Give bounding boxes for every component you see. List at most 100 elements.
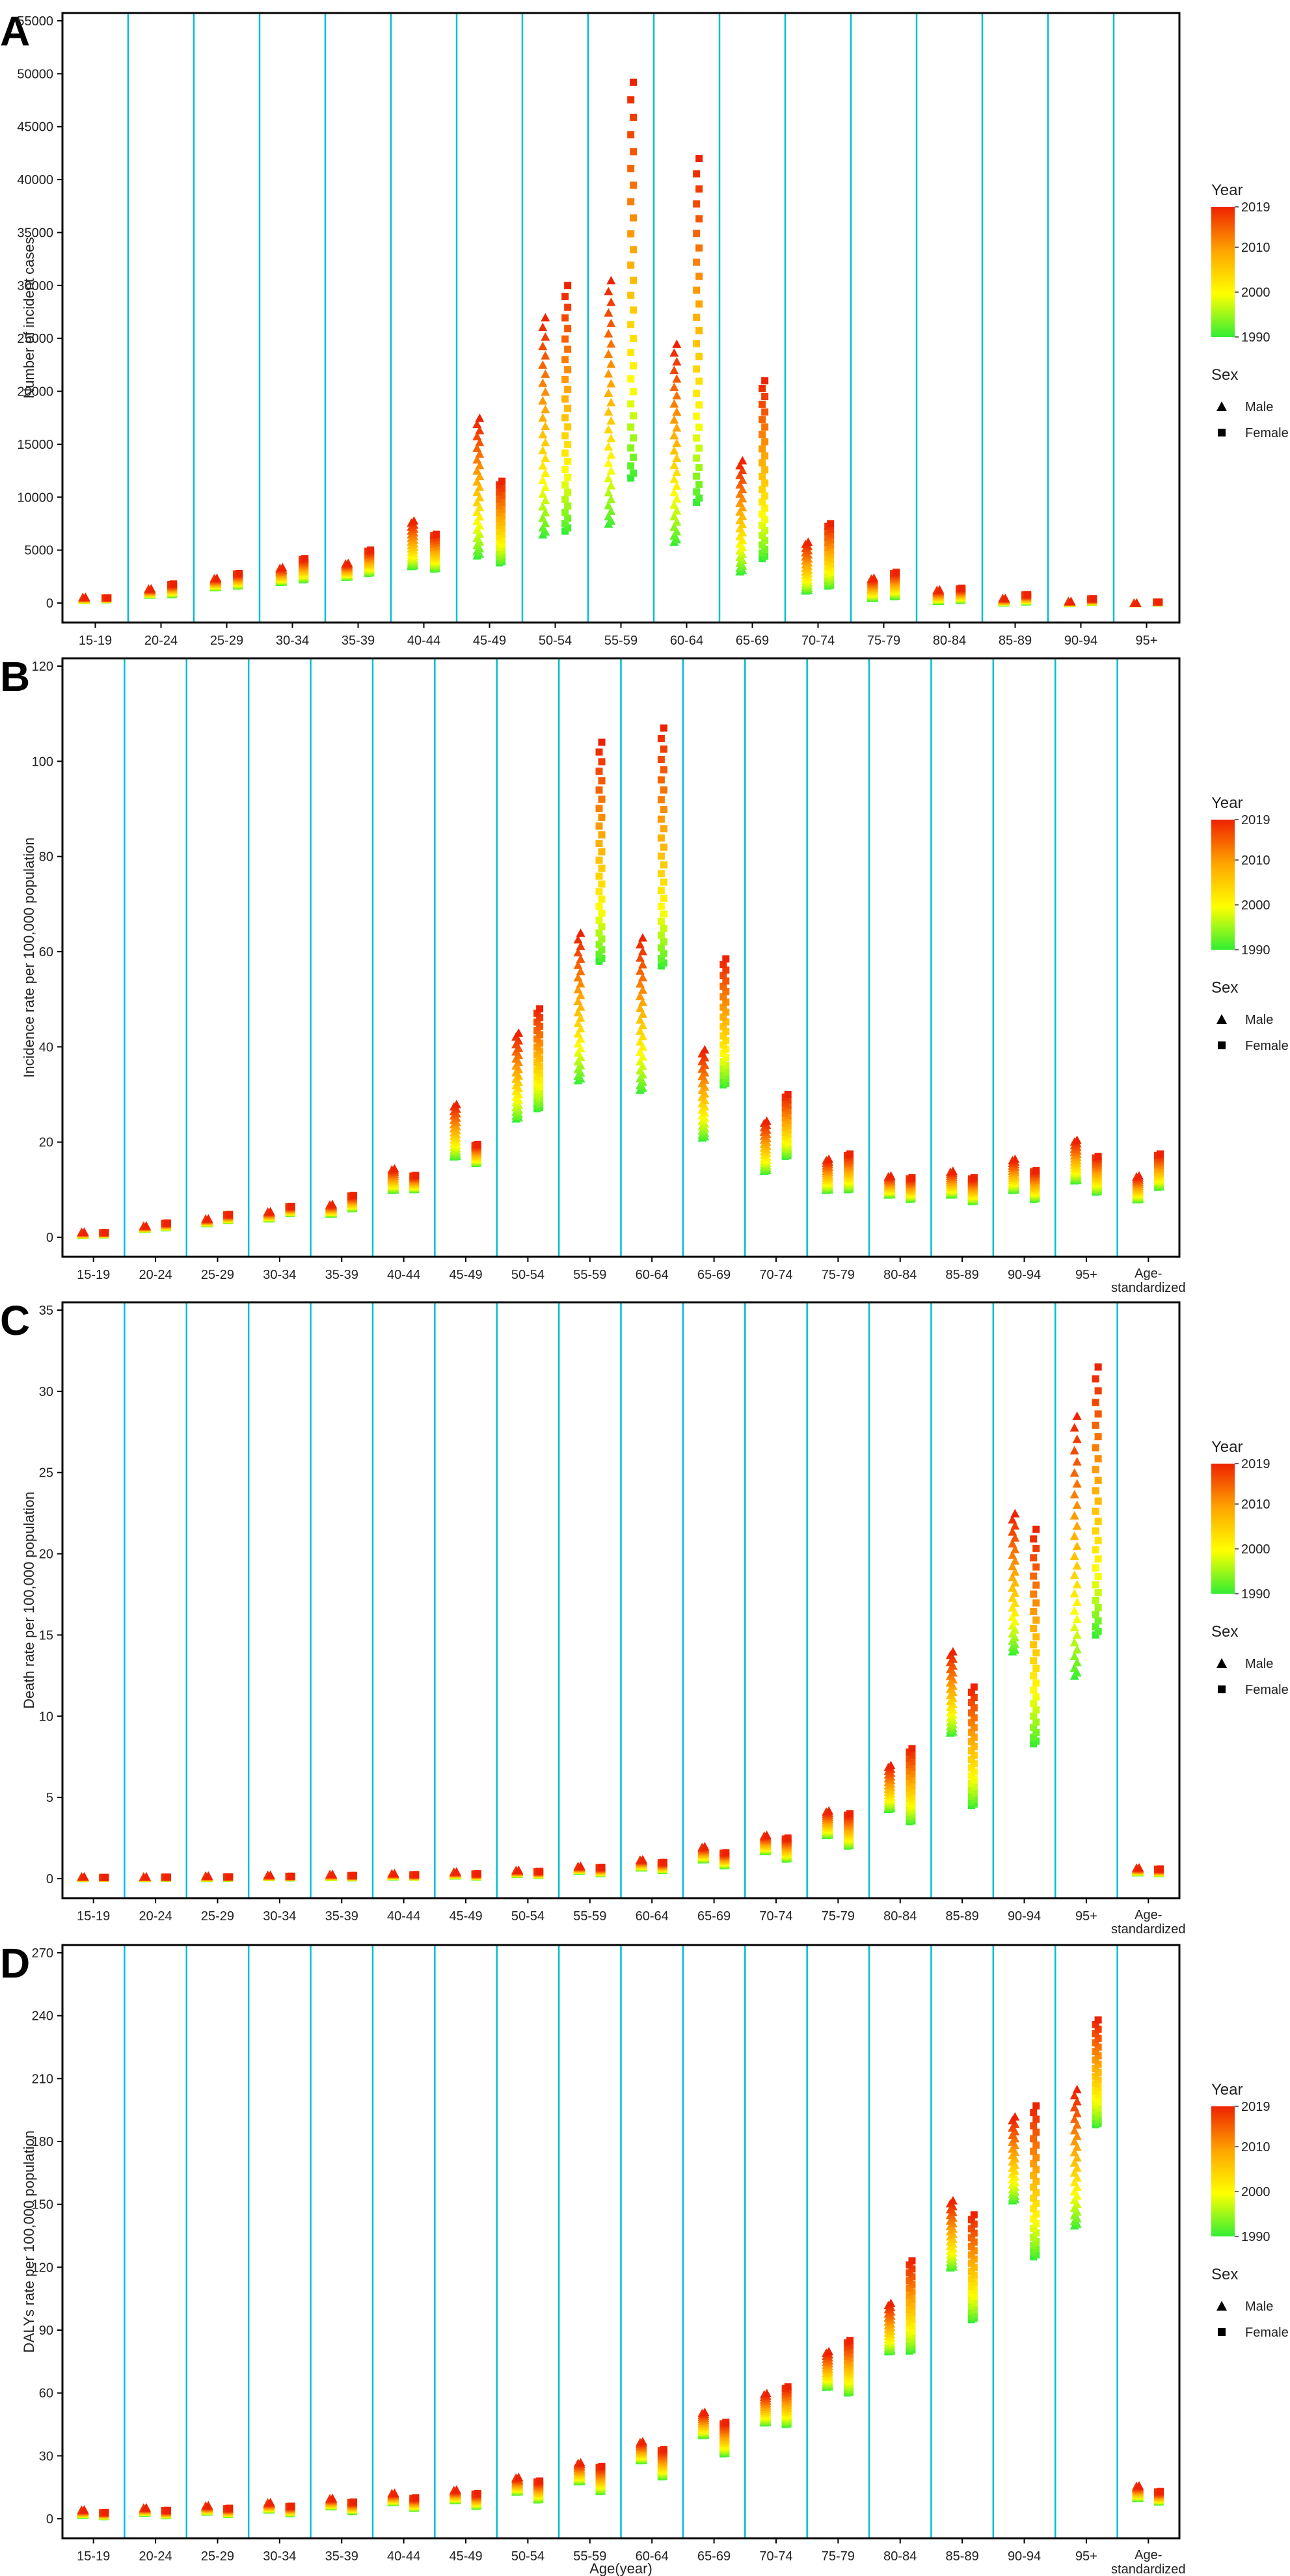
point-female [908,1174,916,1182]
point-female [101,2508,109,2516]
x-tick-label: 65-69 [697,2549,731,2564]
point-male [606,318,616,327]
point-male [948,1646,958,1656]
point-male [1072,1135,1082,1144]
point-female [1032,2141,1040,2149]
point-female [967,2259,975,2267]
point-female [533,1066,541,1074]
point-female [719,961,727,969]
point-female [598,954,606,962]
point-female [967,2216,975,2223]
point-female [598,923,606,931]
legend-sex-label: Male [1245,400,1273,414]
point-female [1094,1518,1102,1525]
point-male [604,474,613,483]
point-female [536,1031,544,1039]
point-female [598,865,606,872]
point-female [970,1714,978,1722]
point-female [761,408,769,416]
point-female [1092,1596,1099,1604]
year-colorbar [1211,207,1235,337]
point-female [561,496,569,503]
point-female [564,457,572,465]
point-female [1032,2115,1040,2123]
point-female [1092,2048,1099,2056]
point-male [672,356,682,366]
point-female [1094,2016,1102,2024]
point-female [827,520,835,528]
point-male [141,1872,151,1881]
x-tick-label: 80-84 [883,1909,917,1924]
point-female [970,2229,978,2237]
point-female [761,504,769,512]
point-female [657,870,665,878]
point-male [606,297,616,306]
point-male [204,1214,213,1223]
point-female [1032,2128,1040,2136]
y-tick-label: 45000 [17,120,53,135]
point-male [538,476,548,485]
point-female [595,768,603,775]
point-female [657,917,665,925]
point-male [669,399,679,408]
point-female [1032,2189,1040,2197]
series-female [101,78,1163,607]
point-female [906,2292,913,2300]
point-female [288,2502,295,2510]
point-male [1010,1521,1020,1530]
point-female [1092,1623,1099,1631]
point-male [638,959,647,969]
year-colorbar [1211,820,1235,950]
point-female [1030,1657,1038,1665]
point-female [536,1868,544,1875]
point-female [1094,1433,1102,1441]
panel-letter: A [0,8,30,55]
point-female [536,1055,544,1063]
point-female [657,944,665,952]
point-female [970,1683,978,1691]
point-female [759,521,766,529]
point-female [1092,1399,1099,1406]
point-female [627,321,635,329]
point-female [474,1870,481,1878]
point-male [735,461,745,470]
x-tick-label: 55-59 [573,1909,606,1924]
point-female [693,389,701,397]
point-male [638,1042,647,1051]
point-female [561,314,569,322]
point-male [604,442,613,451]
point-female [695,401,703,409]
point-female [536,1013,544,1021]
point-female [630,113,638,121]
point-male [606,397,616,407]
y-tick-label: 0 [46,597,53,611]
point-female [759,541,766,549]
series-female [99,1363,1164,1883]
point-male [1072,2120,1082,2129]
point-female [970,2279,978,2287]
point-female [722,955,730,963]
point-male [735,470,745,479]
point-male [1008,1612,1017,1621]
point-male [886,1171,896,1180]
point-female [722,1849,730,1857]
point-female [722,977,730,985]
point-female [104,594,112,602]
y-tick-label: 210 [32,2072,53,2086]
point-male [1001,593,1010,602]
point-female [1030,1535,1038,1543]
point-male [606,433,616,442]
point-female [970,2263,978,2271]
x-tick-label: 50-54 [511,1909,544,1924]
point-female [660,745,667,753]
y-tick-label: 55000 [17,14,53,29]
point-female [1092,2030,1099,2037]
x-tick-label: 45-49 [449,1909,482,1924]
point-female [598,2462,606,2470]
point-male [1069,2137,1079,2146]
point-male [638,946,647,956]
point-female [693,286,701,294]
point-female [719,1065,727,1073]
point-male [265,1870,275,1879]
x-tick-label: Age-standardized [1111,1908,1186,1937]
